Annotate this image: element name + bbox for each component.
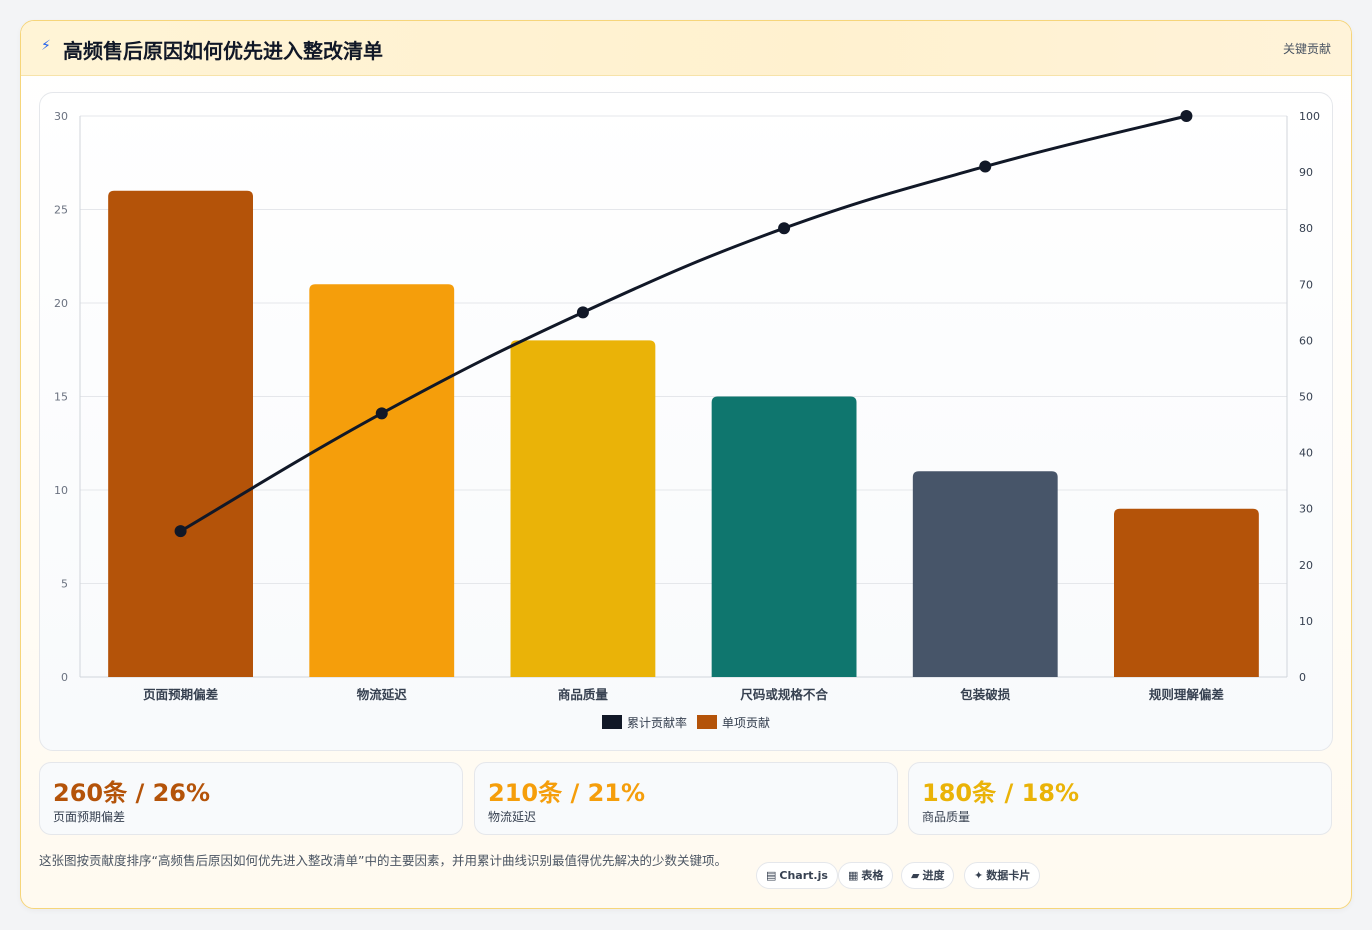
stat-label-1: 页面预期偏差 — [53, 810, 126, 824]
y-left-tick-label: 10 — [54, 484, 68, 497]
chip-chartjs[interactable]: ▤ Chart.js — [756, 862, 838, 889]
chip-data-card[interactable]: ✦ 数据卡片 — [964, 862, 1041, 889]
y-left-tick-label: 0 — [61, 671, 68, 684]
legend-swatch — [697, 715, 717, 729]
y-right-tick-label: 50 — [1299, 391, 1313, 404]
x-tick-label: 尺码或规格不合 — [740, 687, 828, 702]
x-tick-label: 规则理解偏差 — [1149, 687, 1224, 702]
stat-label-3: 商品质量 — [922, 810, 971, 824]
y-right-tick-label: 40 — [1299, 447, 1313, 460]
y-left-tick-label: 15 — [54, 391, 68, 404]
lightning-icon: ⚡ — [41, 38, 51, 54]
x-tick-label: 包装破损 — [959, 687, 1011, 702]
chip-label: 进度 — [922, 869, 945, 882]
stat-value-3: 180条 / 18% — [922, 779, 1080, 807]
stat-value-2: 210条 / 21% — [488, 779, 646, 807]
table-icon: ▦ — [848, 869, 859, 882]
cumulative-point — [576, 306, 589, 319]
chip-table[interactable]: ▦ 表格 — [838, 862, 894, 889]
cumulative-line — [179, 114, 1187, 533]
stat-card-1: 260条 / 26% 页面预期偏差 — [39, 762, 463, 835]
chart-card: ⚡ 高频售后原因如何优先进入整改清单 关键贡献 0 5 10 15 20 25 30 0 10 2… — [20, 20, 1352, 909]
y-left-tick-label: 20 — [54, 297, 68, 310]
y-left-tick-label: 30 — [54, 110, 68, 123]
stat-value-1: 260条 / 26% — [53, 779, 211, 807]
bar — [1113, 508, 1259, 677]
stat-label-2: 物流延迟 — [488, 810, 537, 824]
y-left-tick-label: 5 — [61, 578, 68, 591]
chart-description: 这张图按贡献度排序“高频售后原因如何优先进入整改清单”中的主要因素，并用累计曲线… — [39, 853, 727, 868]
y-right-tick-label: 90 — [1299, 166, 1313, 179]
y-right-tick-label: 30 — [1299, 503, 1313, 516]
stat-card-3: 180条 / 18% 商品质量 — [908, 762, 1332, 835]
cumulative-point — [1180, 110, 1193, 122]
y-left-tick-label: 25 — [54, 204, 68, 217]
x-tick-label: 页面预期偏差 — [143, 687, 218, 702]
x-tick-label: 物流延迟 — [357, 687, 408, 702]
chart-panel: 0 5 10 15 20 25 30 0 10 20 30 40 50 60 70 80 90 100 页面预期偏差… — [39, 92, 1333, 751]
y-right-tick-label: 10 — [1299, 615, 1313, 628]
legend-label: 累计贡献率 — [627, 715, 687, 730]
card-title: 高频售后原因如何优先进入整改清单 — [63, 39, 383, 63]
cumulative-point — [174, 525, 187, 538]
stat-card-2: 210条 / 21% 物流延迟 — [474, 762, 898, 835]
chip-label: Chart.js — [779, 869, 828, 882]
card-header: ⚡ 高频售后原因如何优先进入整改清单 关键贡献 — [21, 21, 1351, 76]
x-tick-label: 商品质量 — [558, 687, 609, 702]
header-tag: 关键贡献 — [1282, 42, 1331, 56]
cumulative-point — [979, 160, 992, 173]
chip-progress[interactable]: ▰ 进度 — [901, 862, 955, 889]
bar — [912, 471, 1058, 677]
y-right-tick-label: 0 — [1299, 671, 1306, 684]
chip-label: 数据卡片 — [986, 869, 1031, 882]
chip-label: 表格 — [861, 869, 884, 882]
y-right-tick-label: 20 — [1299, 559, 1313, 572]
sparkle-icon: ✦ — [974, 869, 984, 882]
bar — [711, 396, 857, 677]
cumulative-point — [375, 407, 388, 420]
y-right-tick-label: 60 — [1299, 334, 1313, 347]
bar — [309, 284, 455, 677]
bar — [108, 190, 254, 678]
legend-label: 单项贡献 — [722, 715, 770, 730]
pareto-chart: 0 5 10 15 20 25 30 0 10 20 30 40 50 60 70 80 90 100 页面预期偏差… — [54, 110, 1320, 730]
cumulative-point — [778, 222, 791, 235]
y-right-tick-label: 80 — [1299, 222, 1313, 235]
progress-icon: ▰ — [911, 869, 920, 882]
y-right-tick-label: 100 — [1299, 110, 1320, 123]
legend-swatch — [602, 715, 622, 729]
y-right-tick-label: 70 — [1299, 278, 1313, 291]
bar — [510, 340, 656, 677]
chart-icon: ▤ — [766, 869, 777, 882]
